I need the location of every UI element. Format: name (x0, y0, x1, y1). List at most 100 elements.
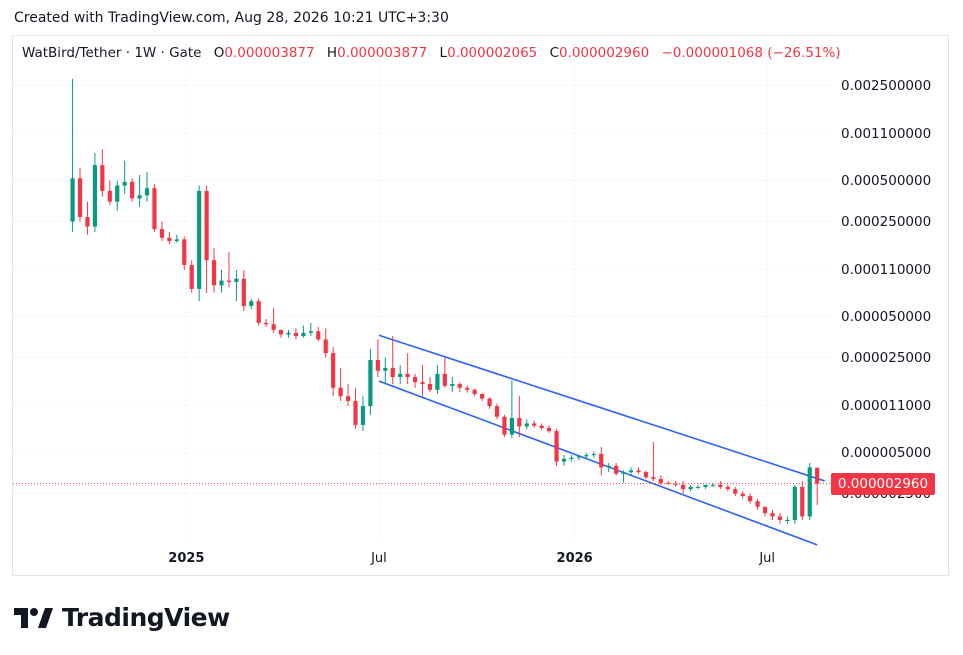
candle-body (494, 406, 500, 417)
candle (755, 498, 760, 510)
symbol-label[interactable]: WatBird/Tether · 1W · Gate (22, 45, 202, 61)
candle-body (770, 513, 775, 517)
candle-body (100, 165, 105, 191)
candle (144, 171, 150, 202)
candle-body (718, 484, 723, 487)
candle (643, 470, 649, 480)
candle (733, 486, 738, 497)
falling-channel (378, 334, 825, 546)
candle (457, 382, 462, 392)
open-key: O (213, 45, 225, 61)
candle (532, 420, 537, 428)
candle-body (614, 465, 619, 474)
candle (718, 480, 723, 490)
candle-body (189, 264, 194, 289)
price-tick-label: 0.000110000 (841, 262, 932, 279)
candle-body (331, 353, 336, 388)
candle (159, 221, 165, 241)
candle-body (130, 181, 135, 199)
candle (800, 480, 805, 521)
candle (554, 428, 559, 466)
candle (249, 298, 254, 309)
candle (576, 455, 581, 461)
candle-body (405, 373, 410, 378)
candle-body (442, 373, 447, 386)
candle (398, 365, 403, 384)
candle-body (353, 400, 358, 425)
candle (122, 160, 127, 194)
candle (591, 451, 596, 458)
price-tick-label: 0.000050000 (841, 308, 932, 325)
candle (509, 380, 514, 439)
candle-body (226, 280, 232, 282)
candle (167, 231, 172, 245)
candle-body (450, 383, 455, 386)
candle (539, 423, 544, 430)
candle-body (472, 389, 477, 395)
channel-upper-line (378, 334, 825, 482)
candle-body (599, 453, 604, 468)
ohlc-legend: WatBird/Tether · 1W · Gate O0.000003877 … (22, 45, 841, 61)
price-tick-label: 0.000250000 (841, 213, 932, 230)
candle-body (785, 520, 790, 522)
candle (465, 385, 470, 393)
candle-body (301, 332, 306, 337)
candle (427, 377, 433, 392)
candle-body (681, 484, 686, 490)
candle (740, 491, 745, 499)
candle-body (368, 360, 373, 407)
candle-body (762, 506, 768, 514)
candle-body (159, 229, 165, 238)
candle (264, 319, 269, 327)
candle-body (122, 181, 127, 186)
candle (524, 419, 529, 430)
time-tick-label: Jul (759, 551, 776, 566)
chart-caption: Created with TradingView.com, Aug 28, 20… (14, 10, 449, 26)
candle-body (561, 458, 567, 462)
candle (390, 336, 395, 384)
channel-lower-line (378, 380, 818, 546)
candle (204, 185, 209, 293)
candle-body (517, 417, 522, 427)
candle-body (211, 260, 217, 286)
price-tick-label: 0.002500000 (841, 77, 932, 94)
candle-body (465, 387, 470, 390)
candle (338, 367, 343, 401)
candle-body (554, 431, 559, 462)
candle-body (703, 484, 708, 487)
candle (442, 357, 447, 388)
candle-body (85, 217, 90, 227)
candle (219, 270, 224, 293)
candle-body (695, 486, 701, 488)
candle (748, 493, 753, 504)
candle (368, 348, 373, 415)
price-tick-label: 0.000005000 (841, 444, 932, 461)
candle-body (673, 483, 678, 485)
candle-body (167, 237, 172, 241)
candle-body (658, 479, 663, 483)
candle-body (249, 301, 254, 306)
candle (621, 470, 626, 483)
candle (85, 201, 90, 235)
candle-body (576, 456, 581, 458)
candle-body (547, 427, 552, 432)
low-value: 0.000002065 (447, 45, 538, 61)
candle (807, 462, 812, 521)
candle (197, 185, 202, 302)
candle-body (606, 465, 611, 468)
candle (606, 462, 611, 473)
candle-body (487, 398, 492, 407)
candle (353, 387, 358, 429)
candle-body (643, 472, 649, 478)
candle-body (688, 486, 693, 490)
candle-body (293, 332, 299, 337)
candle (450, 377, 455, 392)
candle (494, 403, 500, 420)
candle-body (628, 470, 634, 473)
chart-frame[interactable] (12, 35, 949, 576)
candle (636, 467, 641, 474)
candle-body (777, 516, 783, 521)
candle-body (748, 496, 753, 502)
candle-body (383, 367, 388, 371)
